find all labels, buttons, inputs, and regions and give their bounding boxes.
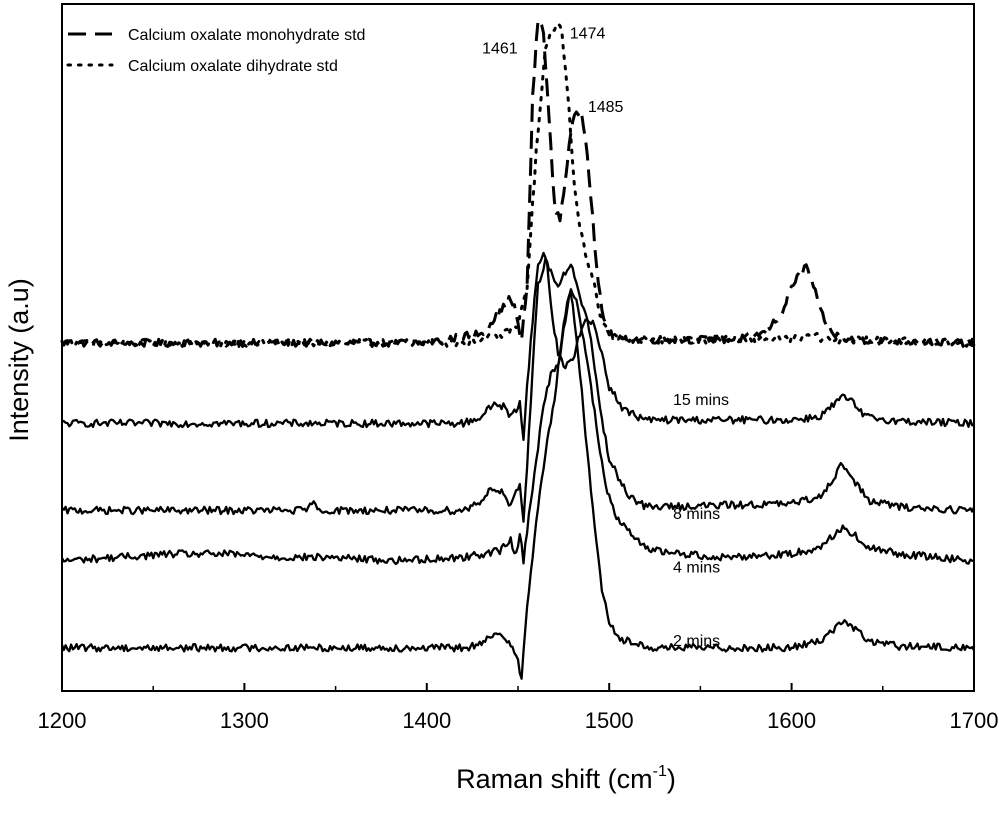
series-line-3 — [61, 257, 976, 523]
x-tick-label: 1200 — [38, 708, 87, 733]
x-tick-label: 1500 — [585, 708, 634, 733]
series-line-1 — [60, 21, 976, 349]
y-axis-title: Intensity (a.u) — [4, 278, 34, 442]
legend-label: Calcium oxalate monohydrate std — [128, 27, 365, 44]
annotation-label: 15 mins — [673, 392, 729, 409]
annotation-label: 1485 — [588, 99, 624, 116]
x-axis-ticks: 1200 1300 1400 1500 1600 1700 — [38, 683, 999, 733]
x-tick-label: 1400 — [402, 708, 451, 733]
annotation-label: 8 mins — [673, 506, 720, 523]
annotation-label: 2 mins — [673, 633, 720, 650]
series-line-5 — [60, 293, 975, 680]
annotation-label: 1461 — [482, 40, 518, 57]
series-line-4 — [60, 288, 975, 566]
x-axis-title: Raman shift (cm-1) — [456, 763, 676, 794]
annotation-label: 1474 — [570, 26, 606, 43]
plot-area — [60, 18, 976, 680]
plot-frame — [61, 3, 975, 692]
series-line-2 — [61, 251, 975, 442]
legend: Calcium oxalate monohydrate std Calcium o… — [66, 27, 365, 75]
x-tick-label: 1300 — [220, 708, 269, 733]
annotations: 1461 1474 1485 15 mins 8 mins 4 mins 2 mins — [482, 26, 729, 650]
annotation-label: 4 mins — [673, 559, 720, 576]
legend-label: Calcium oxalate dihydrate std — [128, 58, 338, 75]
x-tick-label: 1600 — [767, 708, 816, 733]
x-tick-label: 1700 — [950, 708, 999, 733]
